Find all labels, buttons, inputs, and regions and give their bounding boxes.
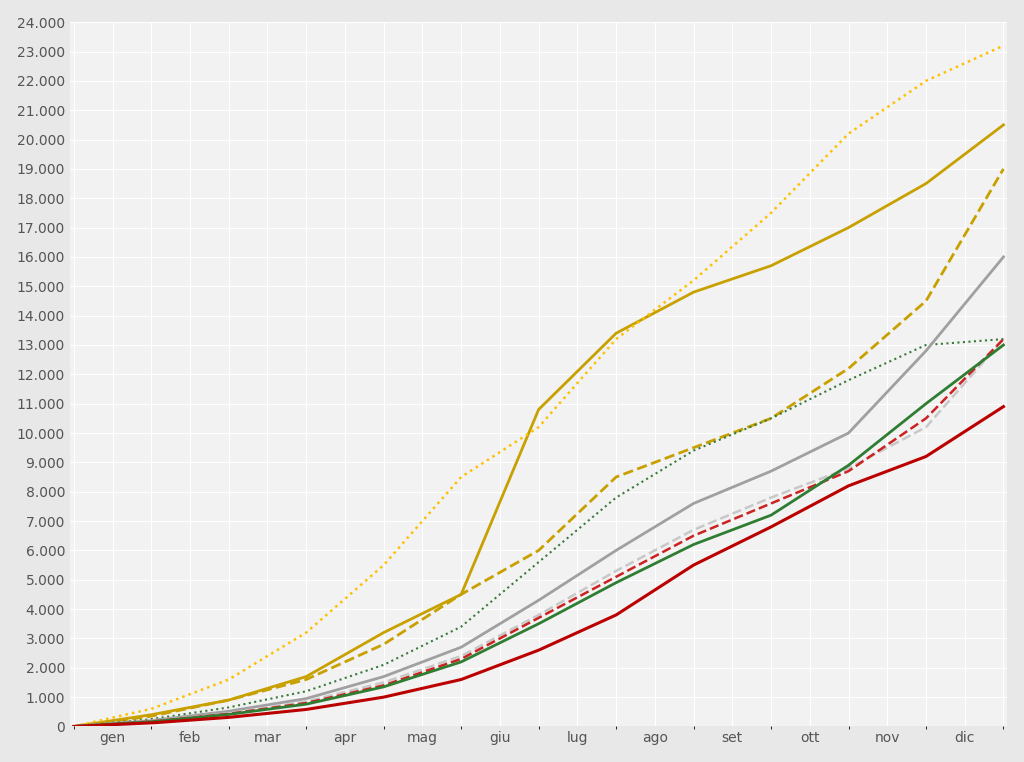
2009 [68,722,80,731]
2014 [754,504,766,513]
2011 [815,389,827,398]
2011 [598,503,610,512]
Line: 2008: 2008 [74,125,1004,726]
Line: 2012: 2012 [74,257,1004,726]
2015 [420,668,432,677]
Line: 2011: 2011 [74,339,1004,726]
2010 [986,184,998,194]
2008 [997,120,1010,130]
2015 [754,515,766,524]
2013 [986,347,998,357]
2013 [997,335,1010,344]
2016 [420,683,432,692]
2012 [172,712,184,722]
2013 [815,474,827,483]
2011 [68,722,80,731]
2013 [172,714,184,723]
2008 [68,722,80,731]
2012 [68,722,80,731]
2015 [986,349,998,358]
2012 [420,656,432,665]
2009 [997,41,1010,50]
2009 [815,157,827,166]
2011 [997,335,1010,344]
2014 [997,335,1010,344]
2010 [815,381,827,390]
2014 [420,666,432,675]
2008 [986,129,998,138]
2009 [420,512,432,521]
Line: 2013: 2013 [74,339,1004,726]
2010 [172,706,184,715]
2014 [68,722,80,731]
2011 [420,639,432,648]
2012 [986,267,998,276]
Line: 2015: 2015 [74,345,1004,726]
2016 [986,409,998,418]
2013 [420,664,432,673]
2009 [754,219,766,228]
2011 [754,418,766,427]
2010 [997,165,1010,174]
2012 [754,472,766,481]
2016 [598,616,610,625]
2016 [754,528,766,537]
2012 [815,442,827,451]
2011 [172,710,184,719]
2016 [68,722,80,731]
2016 [172,716,184,725]
2012 [598,553,610,562]
2013 [754,498,766,507]
2015 [68,722,80,731]
2015 [172,715,184,724]
2010 [68,722,80,731]
Line: 2009: 2009 [74,46,1004,726]
Line: 2014: 2014 [74,339,1004,726]
2008 [598,340,610,349]
2008 [815,236,827,245]
2010 [420,613,432,622]
2009 [172,694,184,703]
2009 [986,46,998,56]
2009 [598,347,610,357]
2015 [997,341,1010,350]
2010 [754,418,766,427]
2008 [754,265,766,274]
2014 [172,714,184,723]
2010 [598,483,610,492]
2016 [815,495,827,504]
Line: 2010: 2010 [74,169,1004,726]
Line: 2016: 2016 [74,407,1004,726]
2013 [68,722,80,731]
2014 [598,578,610,588]
2015 [815,479,827,488]
2008 [420,607,432,616]
2015 [598,584,610,594]
2014 [986,347,998,356]
2011 [986,335,998,344]
2008 [172,705,184,714]
2012 [997,252,1010,261]
2016 [997,402,1010,411]
2014 [815,478,827,487]
2013 [598,573,610,582]
